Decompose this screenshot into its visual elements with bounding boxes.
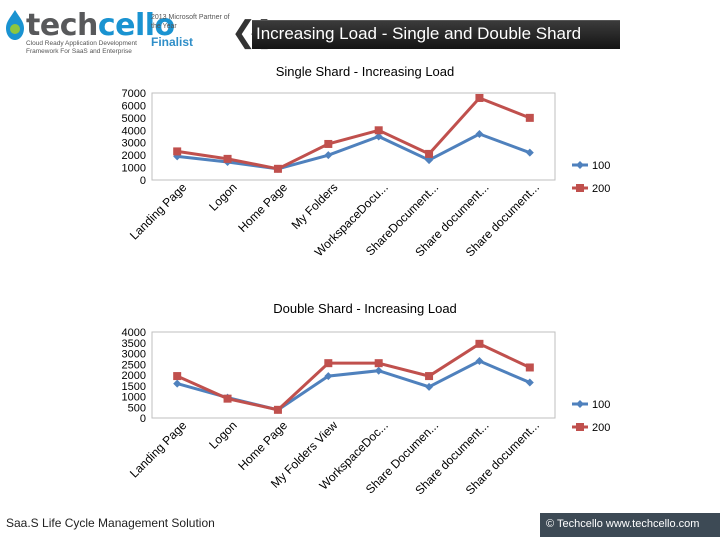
- chart2-series-100-point-7: [525, 378, 534, 387]
- chart2-plot-area: [151, 331, 556, 419]
- chart1-series-200-point-6: [475, 93, 484, 102]
- chart2-ytick-1: 500: [128, 402, 146, 414]
- chart2-legend-200-label: 200: [592, 422, 610, 434]
- chart2-title: Double Shard - Increasing Load: [273, 301, 457, 316]
- logo-tagline: Cloud Ready Application Development Fram…: [26, 40, 137, 55]
- chart1-ytick-5: 5000: [122, 113, 146, 125]
- chart1-ytick-7: 7000: [122, 88, 146, 100]
- chart2-ytick-0: 0: [140, 413, 146, 425]
- chart1-series-200-point-7: [525, 113, 534, 122]
- chart1-series-200-point-5: [425, 149, 434, 158]
- chart2-series-200-point-3: [324, 359, 333, 368]
- chart2-series-100-point-3: [324, 372, 333, 381]
- chart1-series-100-point-6: [475, 130, 484, 139]
- award-text: 2013 Microsoft Partner of the Year: [151, 14, 230, 30]
- chart1-series-200-point-3: [324, 139, 333, 148]
- chart2-series-100-point-6: [475, 357, 484, 366]
- chart2-category-label-2: Home Page: [235, 418, 290, 473]
- chart1-ytick-4: 4000: [122, 125, 146, 137]
- chart1-ytick-3: 3000: [122, 138, 146, 150]
- chart1-ytick-0: 0: [140, 175, 146, 187]
- chart2-series-200-point-0: [173, 372, 182, 381]
- chart2-series-200-point-6: [475, 339, 484, 348]
- chart1-title: Single Shard - Increasing Load: [276, 64, 455, 79]
- chart2-series-200-point-2: [273, 405, 282, 414]
- chart2-series-100-point-5: [425, 382, 434, 391]
- chart1-plot-area: [151, 92, 556, 181]
- chart2-ytick-8: 4000: [122, 327, 146, 339]
- chart1-series-200-point-4: [374, 126, 383, 135]
- chart1-legend-100-marker: [576, 161, 584, 169]
- chart1-ytick-6: 6000: [122, 100, 146, 112]
- chart1-series-200-point-2: [273, 164, 282, 173]
- chart2-legend-200-marker: [576, 423, 584, 431]
- chart1-category-label-0: Landing Page: [127, 180, 190, 243]
- footer-copyright-bar: © Techcello www.techcello.com: [540, 513, 720, 537]
- title-bar: Increasing Load - Single and Double Shar…: [252, 20, 620, 49]
- chart2-ytick-5: 2500: [122, 359, 146, 371]
- chart2-series-200-point-7: [525, 363, 534, 372]
- logo-wordmark: techcello: [26, 8, 175, 43]
- chart2-series-200-line: [176, 342, 531, 412]
- chart1-category-label-3: My Folders: [289, 180, 341, 232]
- chart1-series-100-point-7: [525, 148, 534, 157]
- chart2-series-200-point-1: [223, 394, 232, 403]
- chart1-series-100-line: [177, 132, 531, 171]
- award-finalist: Finalist: [151, 35, 194, 49]
- chart2-ytick-7: 3500: [122, 338, 146, 350]
- chart2-category-label-0: Landing Page: [127, 418, 190, 481]
- chart1-series-100-point-3: [324, 151, 333, 160]
- chart1-series-200-point-0: [173, 147, 182, 156]
- chart1-category-label-2: Home Page: [235, 180, 290, 235]
- techcello-logo: techcello Cloud Ready Application Develo…: [0, 0, 240, 62]
- footer-product-name: Saa.S Life Cycle Management Solution: [6, 516, 215, 530]
- chart2-legend-100-label: 100: [592, 399, 610, 411]
- chart1-legend-100-label: 100: [592, 160, 610, 172]
- chart1-series-200-point-1: [223, 154, 232, 163]
- chart1-series-100-point-4: [374, 132, 383, 141]
- chart1-category-label-1: Logon: [206, 180, 239, 213]
- chart2-category-label-1: Logon: [206, 418, 239, 451]
- chart1-series-200-line: [176, 96, 531, 171]
- chart2-series-200-point-4: [374, 359, 383, 368]
- chart2-series-100-point-4: [374, 366, 383, 375]
- chart2-ytick-4: 2000: [122, 370, 146, 382]
- chart1-legend-200-label: 200: [592, 183, 610, 195]
- footer-copyright: © Techcello www.techcello.com: [546, 518, 700, 530]
- chart2-series-200-point-5: [425, 372, 434, 381]
- page-title: Increasing Load - Single and Double Shar…: [256, 24, 582, 43]
- logo-mark-icon: [6, 10, 24, 40]
- chart2-ytick-3: 1500: [122, 381, 146, 393]
- chart2-ytick-6: 3000: [122, 349, 146, 361]
- chart2-series-100-point-0: [173, 379, 182, 388]
- chart1-legend-200-marker: [576, 184, 584, 192]
- chart1-ytick-2: 2000: [122, 150, 146, 162]
- chart2-legend-100-marker: [576, 400, 584, 408]
- chart1-ytick-1: 1000: [122, 163, 146, 175]
- chart2-ytick-2: 1000: [122, 392, 146, 404]
- chart1-series-100-point-5: [425, 156, 434, 165]
